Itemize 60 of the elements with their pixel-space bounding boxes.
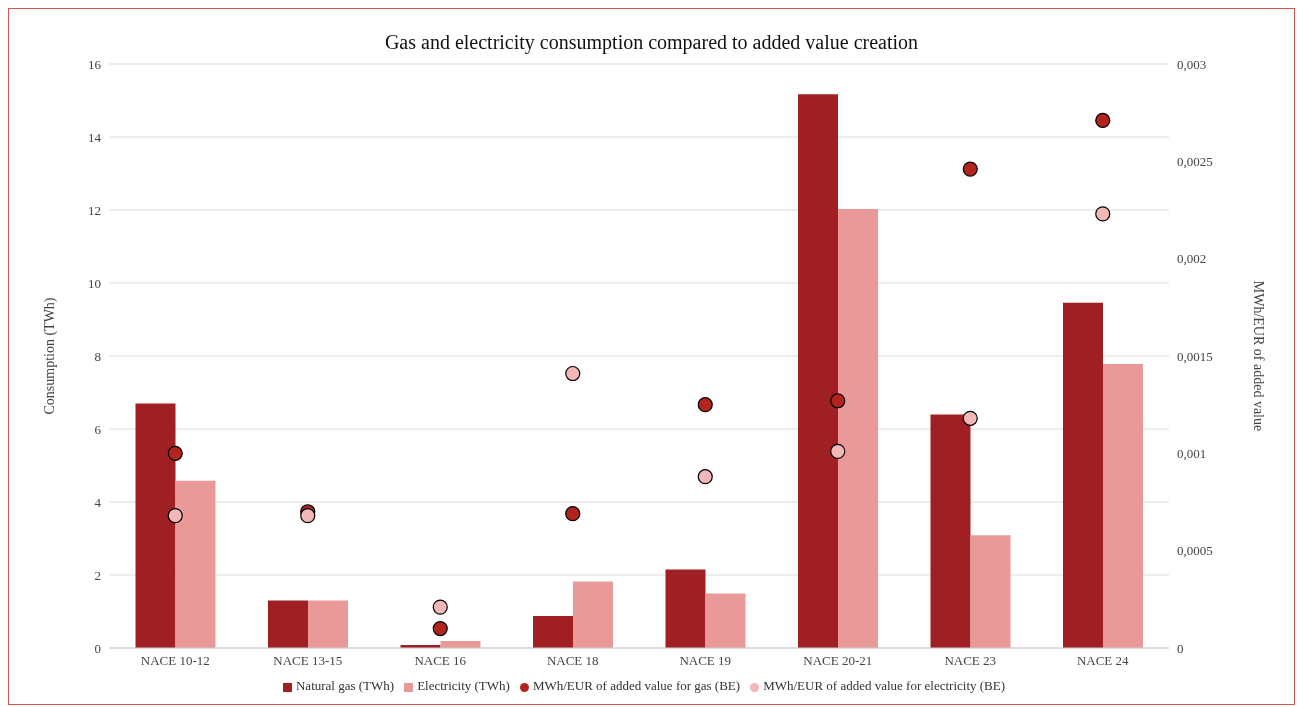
y2-tick-label: 0,0015 xyxy=(1177,348,1213,364)
point xyxy=(565,506,581,522)
point xyxy=(1095,112,1111,129)
bar xyxy=(533,615,573,648)
y2-tick-label: 0,0025 xyxy=(1177,153,1213,169)
bar xyxy=(798,94,838,648)
bar xyxy=(665,569,706,648)
chart-title: Gas and electricity consumption compared to added value creation xyxy=(383,31,920,54)
bar xyxy=(308,600,348,648)
y-tick-label: 16 xyxy=(88,56,102,72)
x-tick-label: NACE 24 xyxy=(1076,653,1130,669)
y-tick-label: 4 xyxy=(94,494,102,510)
x-tick-label: NACE 19 xyxy=(679,653,732,669)
y-tick-label: 14 xyxy=(88,129,102,145)
bar xyxy=(930,414,971,648)
legend-label: MWh/EUR of added value for gas (BE) xyxy=(532,678,741,693)
legend-label: Electricity (TWh) xyxy=(417,678,510,693)
y2-axis-title: MWh/EUR of added value xyxy=(1251,280,1267,432)
y-tick-label: 12 xyxy=(88,202,101,218)
x-tick-label: NACE 18 xyxy=(546,653,599,669)
bar xyxy=(175,480,216,648)
point xyxy=(830,393,846,409)
y2-tick-label: 0,002 xyxy=(1177,251,1207,267)
y-tick-label: 2 xyxy=(94,567,101,583)
point xyxy=(1095,206,1111,222)
y2-tick-label: 0,003 xyxy=(1177,56,1207,72)
point xyxy=(565,365,581,382)
y2-tick-label: 0,0005 xyxy=(1177,543,1213,559)
point xyxy=(432,620,448,637)
y-axis-title: Consumption (TWh) xyxy=(41,297,58,415)
point xyxy=(167,508,183,524)
y2-tick-label: 0 xyxy=(1177,640,1184,656)
bar xyxy=(1063,302,1103,648)
bar xyxy=(705,593,746,648)
legend-label: Natural gas (TWh) xyxy=(295,678,395,693)
legend-label: MWh/EUR of added value for electricity (BE) xyxy=(763,678,1006,693)
x-tick-label: NACE 23 xyxy=(944,653,997,669)
x-tick-label: NACE 13-15 xyxy=(273,653,343,669)
point xyxy=(167,445,183,461)
point xyxy=(962,410,978,426)
bar xyxy=(135,403,176,648)
point xyxy=(962,161,978,177)
bar xyxy=(268,600,308,648)
y-tick-label: 10 xyxy=(88,275,101,291)
y2-tick-label: 0,001 xyxy=(1177,445,1207,461)
bar xyxy=(838,208,878,648)
point xyxy=(300,508,316,524)
point xyxy=(697,397,713,413)
bar xyxy=(1103,364,1143,648)
y-tick-label: 6 xyxy=(94,421,102,437)
x-tick-label: NACE 20-21 xyxy=(803,653,873,669)
x-tick-label: NACE 10-12 xyxy=(140,653,210,669)
bar xyxy=(970,535,1011,648)
point xyxy=(432,599,448,615)
point xyxy=(830,443,846,459)
point xyxy=(697,469,713,485)
y-tick-label: 0 xyxy=(94,640,101,656)
x-tick-label: NACE 16 xyxy=(414,653,467,669)
bar xyxy=(573,581,613,648)
y-tick-label: 8 xyxy=(94,348,101,364)
